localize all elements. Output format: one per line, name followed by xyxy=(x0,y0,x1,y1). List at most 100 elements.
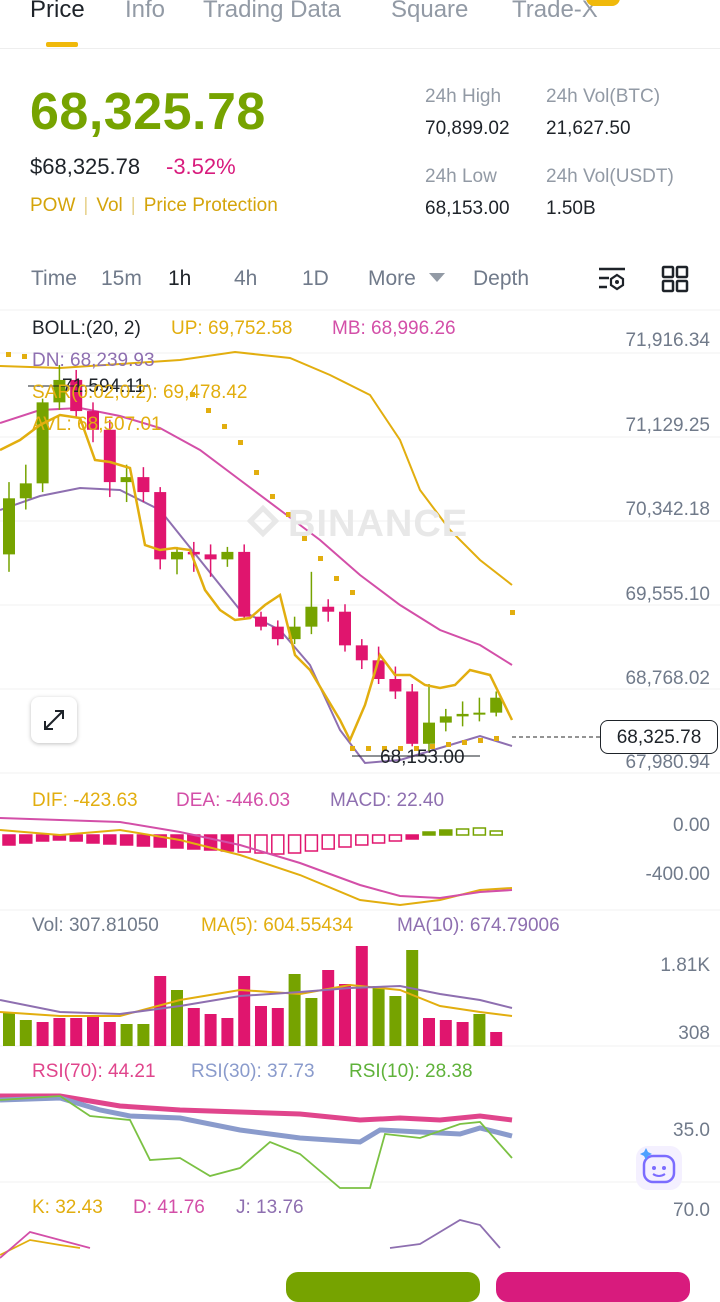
volume-bar xyxy=(137,1024,150,1046)
volume-bar xyxy=(406,950,419,1046)
stat-vol-btc-value: 21,627.50 xyxy=(546,118,631,139)
macd-axis-1: 0.00 xyxy=(673,815,710,836)
kdj-d-line xyxy=(0,1231,91,1259)
macd-bar xyxy=(287,834,302,854)
stat-low-value: 68,153.00 xyxy=(425,198,510,219)
boll-mb-line xyxy=(0,406,513,666)
interval-time[interactable]: Time xyxy=(31,267,77,290)
tab-trade-x[interactable]: Trade-X xyxy=(512,0,598,23)
macd-bar xyxy=(338,834,352,848)
expand-chart-button[interactable] xyxy=(31,697,77,743)
binance-logo-icon xyxy=(246,504,280,538)
volume-bar xyxy=(221,1018,234,1046)
interval-4h[interactable]: 4h xyxy=(234,267,258,290)
volume-bar xyxy=(3,1012,15,1046)
macd-dea: DEA: -446.03 xyxy=(176,790,291,811)
volume-bar xyxy=(305,998,318,1046)
volume-bar xyxy=(473,1014,486,1046)
sell-button[interactable] xyxy=(496,1272,690,1302)
candle-body xyxy=(355,645,368,661)
volume-bar xyxy=(271,1008,284,1046)
macd-bar xyxy=(170,834,184,849)
top-tabs: Price Info Trading Data Square Trade-X xyxy=(0,0,720,49)
macd-axis-2: -400.00 xyxy=(645,864,710,885)
stat-vol-btc-label: 24h Vol(BTC) xyxy=(546,86,661,107)
candle-body xyxy=(423,722,435,744)
vol-value: Vol: 307.81050 xyxy=(32,915,159,936)
candle-body xyxy=(271,626,284,640)
candle-body xyxy=(3,498,15,555)
volume-bar xyxy=(87,1016,99,1046)
interval-1h[interactable]: 1h xyxy=(168,267,192,290)
tab-price[interactable]: Price xyxy=(30,0,85,23)
candle-body xyxy=(288,626,301,640)
tab-underline xyxy=(46,42,78,47)
volume-bar xyxy=(255,1006,267,1046)
kdj-k: K: 32.43 xyxy=(32,1197,103,1218)
interval-15m[interactable]: 15m xyxy=(101,267,142,290)
sar-label: SAR(0.02,0.2): 69,478.42 xyxy=(32,382,248,403)
tag-price-protection[interactable]: Price Protection xyxy=(143,195,278,216)
sar-dots xyxy=(6,352,515,751)
tag-vol[interactable]: Vol xyxy=(96,195,123,216)
macd-bar xyxy=(355,834,369,846)
macd-bar xyxy=(136,834,151,847)
macd-value: MACD: 22.40 xyxy=(330,790,445,811)
stat-low-label: 24h Low xyxy=(425,166,497,187)
macd-bar xyxy=(86,834,100,844)
macd-bar xyxy=(371,834,386,844)
macd-bar xyxy=(237,834,251,853)
candle-body xyxy=(221,551,234,560)
kdj-axis-1: 70.0 xyxy=(673,1200,710,1221)
kdj-d: D: 41.76 xyxy=(133,1197,205,1218)
macd-bar xyxy=(388,834,403,842)
volume-bar xyxy=(36,1022,49,1046)
volume-bar xyxy=(120,1024,133,1046)
rsi-10-line xyxy=(0,1095,513,1189)
macd-bar xyxy=(304,834,319,852)
rsi-30-line xyxy=(0,1095,513,1145)
stat-high-label: 24h High xyxy=(425,86,502,107)
volume-bar xyxy=(19,1020,32,1046)
ai-face-icon xyxy=(640,1148,676,1184)
macd-bar xyxy=(472,827,487,836)
macd-bar xyxy=(271,834,285,855)
price-axis-3: 70,342.18 xyxy=(625,499,710,520)
volume-bar xyxy=(439,1020,452,1046)
ai-assistant-button[interactable] xyxy=(636,1146,682,1190)
price-change: -3.52% xyxy=(166,154,236,179)
tab-trading-data[interactable]: Trading Data xyxy=(203,0,341,23)
volume-bar xyxy=(154,976,167,1046)
candle-body xyxy=(137,477,150,493)
tab-info[interactable]: Info xyxy=(125,0,166,23)
tag-pow[interactable]: POW xyxy=(30,195,76,216)
tab-square[interactable]: Square xyxy=(391,0,469,23)
rsi-70-line xyxy=(0,1093,513,1123)
boll-params: BOLL:(20, 2) xyxy=(32,318,141,339)
macd-bar xyxy=(422,831,436,836)
interval-more[interactable]: More xyxy=(368,267,416,290)
layout-grid-icon[interactable] xyxy=(661,265,689,293)
kdj-j-line xyxy=(389,1219,501,1249)
high-mark-label: 71,594.11 xyxy=(62,376,146,397)
candle-body xyxy=(322,606,335,612)
volume-bar xyxy=(70,1018,83,1046)
candle-body xyxy=(238,551,251,617)
rsi-70: RSI(70): 44.21 xyxy=(32,1061,156,1082)
avl-label: AVL: 68,507.01 xyxy=(32,414,162,435)
candle-body xyxy=(103,429,116,483)
volume-bar xyxy=(322,970,335,1046)
macd-bar xyxy=(254,834,268,854)
kline-chart[interactable] xyxy=(0,300,720,1260)
interval-1d[interactable]: 1D xyxy=(302,267,329,290)
candle-body xyxy=(456,713,469,717)
interval-depth[interactable]: Depth xyxy=(473,267,530,290)
volume-bar xyxy=(372,986,385,1046)
macd-bar xyxy=(455,828,470,836)
vol-ma10-line xyxy=(0,984,513,1016)
macd-bar xyxy=(35,834,50,842)
buy-button[interactable] xyxy=(286,1272,480,1302)
indicator-settings-icon[interactable] xyxy=(597,266,627,292)
volume-bar xyxy=(238,976,251,1046)
vol-axis-2: 308 xyxy=(678,1023,710,1044)
